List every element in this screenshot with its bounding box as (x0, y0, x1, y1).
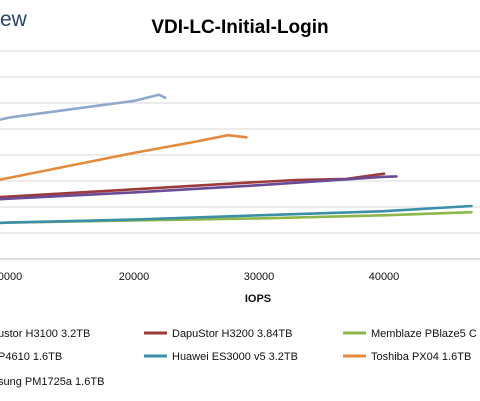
legend-label-3: P4610 1.6TB (0, 351, 62, 363)
x-tick-label: 30000 (244, 271, 275, 283)
series-line-4 (0, 204, 473, 225)
series-line-2 (0, 210, 473, 225)
series-line-6 (0, 93, 167, 122)
x-tick-label: 0000 (0, 271, 22, 283)
series-lines (0, 93, 473, 225)
chart-title: VDI-LC-Initial-Login (151, 17, 328, 38)
legend-label-5: Toshiba PX04 1.6TB (371, 351, 471, 363)
legend-label-0: ustor H3100 3.2TB (0, 328, 90, 340)
legend-label-4: Huawei ES3000 v5 3.2TB (172, 351, 298, 363)
logo-text: ew (0, 8, 28, 31)
x-tick-label: 20000 (119, 271, 150, 283)
legend-label-2: Memblaze PBlaze5 C (371, 328, 477, 340)
grid (0, 50, 480, 260)
legend: ustor H3100 3.2TB DapuStor H3200 3.84TB Me… (0, 328, 477, 388)
series-line-5 (0, 133, 248, 181)
x-tick-label: 40000 (369, 271, 400, 283)
x-ticks: 0000 20000 30000 40000 (0, 271, 399, 283)
legend-label-1: DapuStor H3200 3.84TB (172, 328, 292, 340)
x-axis-title: IOPS (245, 293, 271, 305)
series-line-7 (0, 175, 398, 201)
legend-label-6: sung PM1725a 1.6TB (0, 376, 104, 388)
